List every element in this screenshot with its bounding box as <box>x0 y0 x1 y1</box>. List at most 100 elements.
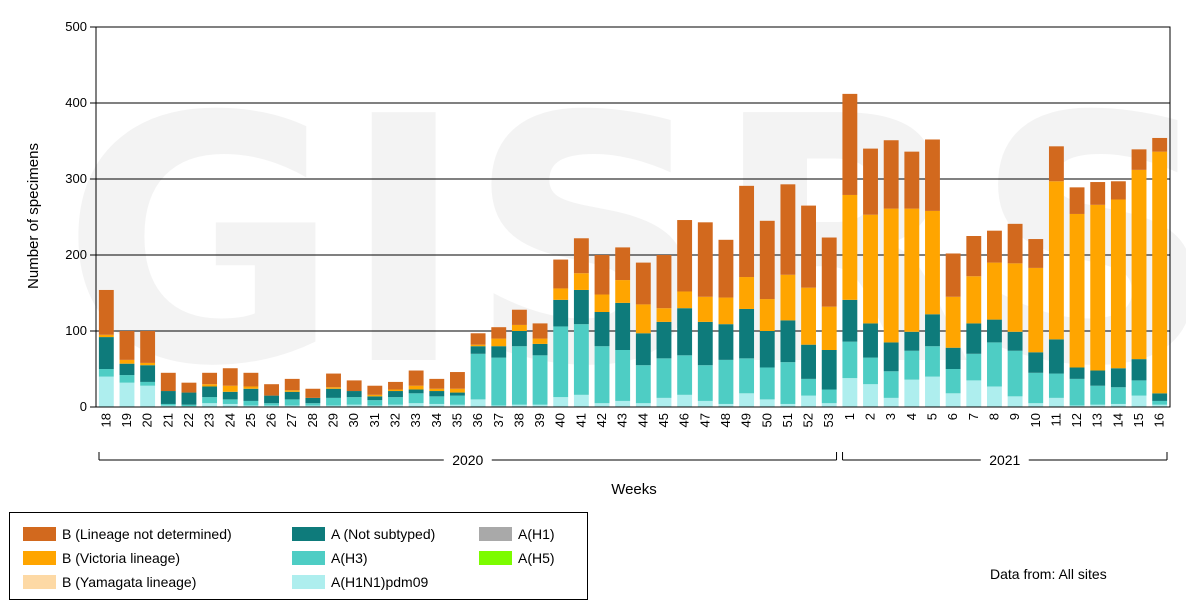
bar-segment <box>1069 187 1085 214</box>
bar-segment <box>1007 396 1023 407</box>
x-tick-label: 48 <box>718 413 733 427</box>
bar-segment <box>945 393 961 407</box>
legend-item: A (Not subtyped) <box>292 525 435 543</box>
x-tick-label: 15 <box>1131 413 1146 427</box>
x-tick-label: 2 <box>863 413 878 420</box>
x-tick-label: 3 <box>883 413 898 420</box>
bar-segment <box>863 323 878 358</box>
bar-segment <box>697 365 713 401</box>
x-tick-label: 14 <box>1110 413 1125 427</box>
bar-segment <box>821 350 837 390</box>
bar-segment <box>1028 267 1044 353</box>
legend-label: B (Yamagata lineage) <box>62 574 197 590</box>
x-tick-label: 18 <box>98 413 113 427</box>
y-axis-title: Number of specimens <box>25 143 42 289</box>
x-tick-label: 4 <box>904 413 919 420</box>
year-bracket: 2020 <box>98 452 838 468</box>
bars <box>98 93 1168 407</box>
bar-segment <box>1152 400 1168 405</box>
bar-segment <box>966 276 982 324</box>
legend-item: A(H1N1)pdm09 <box>292 573 428 591</box>
bar-segment <box>243 400 259 406</box>
bar-segment <box>160 372 176 392</box>
bar-segment <box>264 405 279 407</box>
bar-segment <box>284 405 300 407</box>
year-label: 2021 <box>989 452 1020 468</box>
x-tick-label: 45 <box>656 413 671 427</box>
bar-segment <box>1090 182 1106 205</box>
bar-segment <box>925 210 940 315</box>
bar-segment <box>904 379 920 407</box>
bar-segment <box>284 391 300 400</box>
x-tick-label: 30 <box>346 413 361 427</box>
bar-segment <box>222 391 238 400</box>
bar-segment <box>1110 403 1126 407</box>
bar-segment <box>222 403 238 407</box>
bar-segment <box>925 139 940 211</box>
bar-segment <box>367 394 383 397</box>
bar-segment <box>615 280 631 303</box>
x-tick-label: 34 <box>429 413 444 427</box>
x-tick-label: 21 <box>160 413 175 427</box>
bar-segment <box>718 297 734 325</box>
bar-segment <box>1048 373 1064 398</box>
y-tick-label: 100 <box>65 323 87 338</box>
bar-segment <box>553 397 569 407</box>
bar-segment <box>450 388 465 393</box>
bar-segment <box>140 381 156 386</box>
bar-segment <box>615 247 631 281</box>
x-tick-label: 7 <box>966 413 981 420</box>
bar-segment <box>119 359 135 364</box>
bar-segment <box>243 386 259 389</box>
bar-segment <box>264 384 279 396</box>
legend-swatch <box>292 527 325 541</box>
bar-segment <box>615 302 631 350</box>
bar-segment <box>1152 404 1168 407</box>
bar-segment <box>491 346 507 358</box>
legend-item: B (Lineage not determined) <box>23 525 232 543</box>
bar-segment <box>718 403 734 407</box>
bar-segment <box>305 403 321 406</box>
bar-segment <box>264 395 279 404</box>
bar-segment <box>264 403 279 406</box>
bar-segment <box>367 385 383 395</box>
bar-segment <box>739 358 755 394</box>
bar-segment <box>904 331 920 351</box>
bar-segment <box>656 321 672 359</box>
legend-swatch <box>23 527 56 541</box>
bar-segment <box>491 357 507 406</box>
bar-segment <box>821 237 837 307</box>
bar-segment <box>1131 169 1147 360</box>
bar-segment <box>615 350 631 401</box>
bar-segment <box>1090 404 1106 407</box>
bar-segment <box>1007 263 1023 332</box>
bar-segment <box>222 368 238 386</box>
bar-segment <box>1152 393 1168 401</box>
bar-segment <box>594 255 610 295</box>
bar-segment <box>1069 213 1085 368</box>
bar-segment <box>429 391 445 397</box>
bar-segment <box>346 397 362 405</box>
bar-segment <box>1131 380 1147 396</box>
bar-segment <box>346 391 362 398</box>
bar-segment <box>202 372 218 385</box>
bar-segment <box>388 404 403 407</box>
x-tick-label: 24 <box>222 413 237 427</box>
bar-segment <box>801 344 816 379</box>
bar-segment <box>697 222 713 297</box>
bar-segment <box>780 274 796 321</box>
x-tick-label: 52 <box>801 413 816 427</box>
bar-segment <box>511 331 527 347</box>
bar-segment <box>1110 181 1126 200</box>
bar-segment <box>801 395 816 407</box>
bar-segment <box>181 392 197 405</box>
legend-item: A(H5) <box>479 549 555 567</box>
bar-segment <box>305 405 321 407</box>
bar-segment <box>966 353 982 381</box>
x-tick-label: 35 <box>449 413 464 427</box>
bar-segment <box>821 389 837 404</box>
x-tick-label: 38 <box>511 413 526 427</box>
x-tick-label: 1 <box>842 413 857 420</box>
bar-segment <box>1090 385 1106 405</box>
x-tick-label: 39 <box>532 413 547 427</box>
